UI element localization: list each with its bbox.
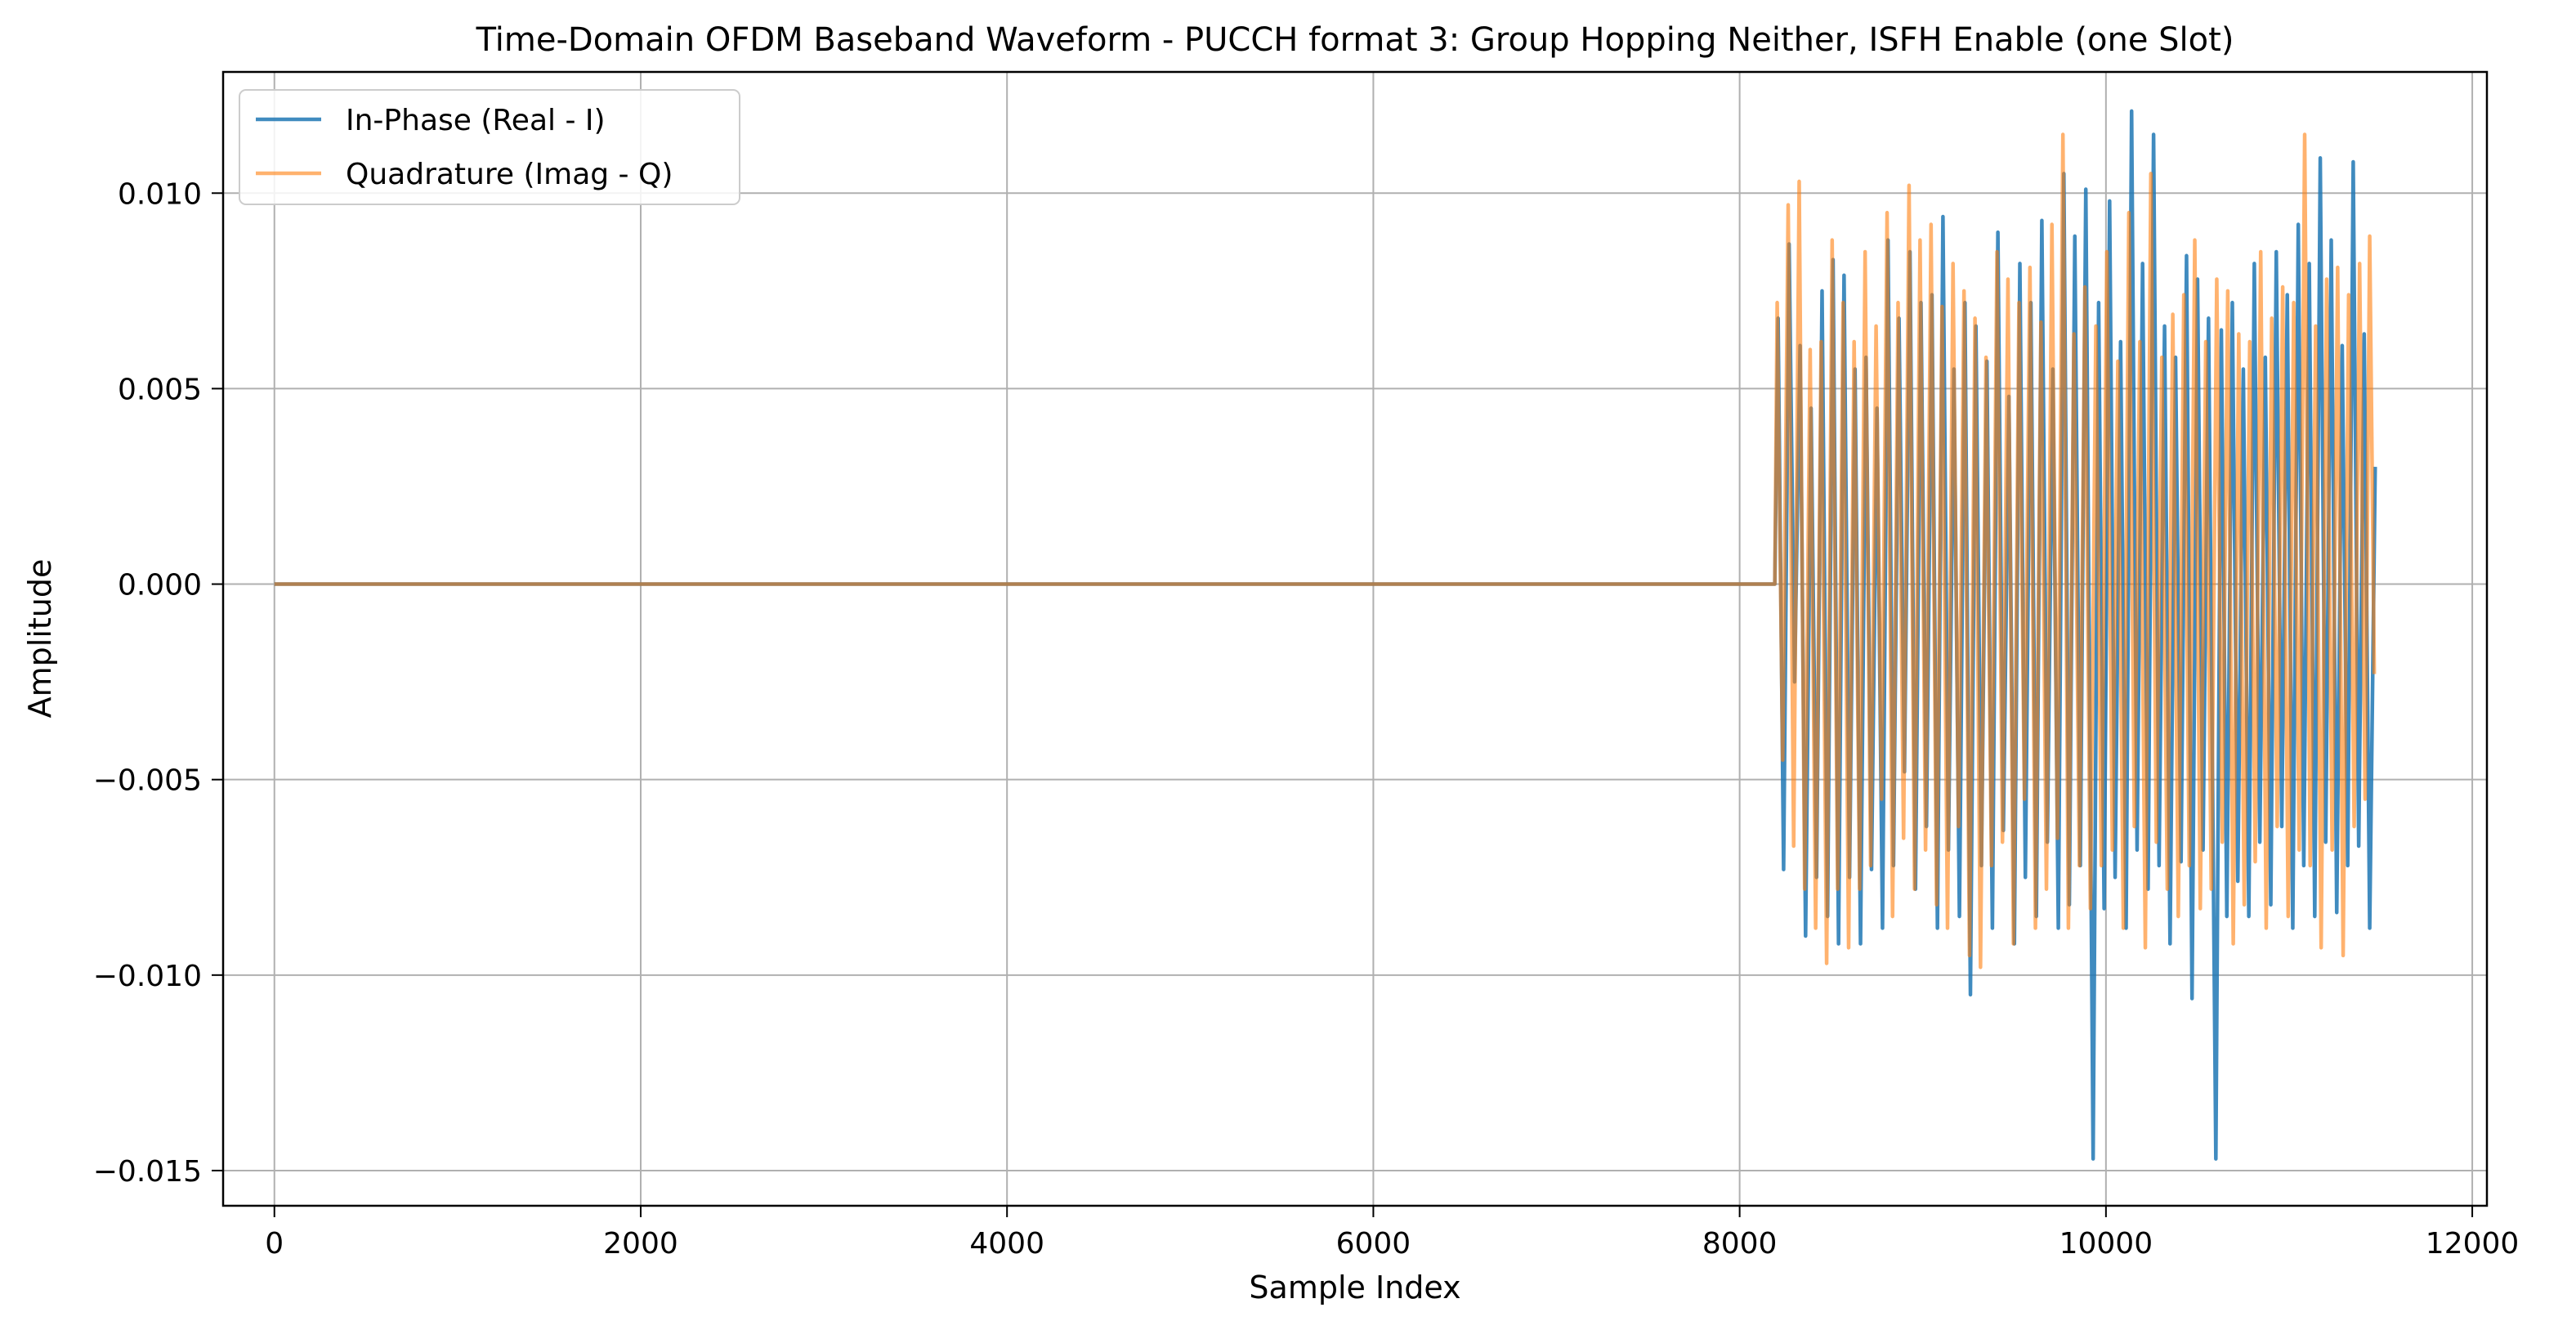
axes-frame	[221, 70, 2489, 1207]
y-tick-label: −0.010	[93, 960, 202, 993]
y-tick-label: 0.000	[118, 569, 202, 602]
y-axis: −0.015 −0.010 −0.005 0.000 0.005 0.010	[93, 177, 223, 1189]
series-layer	[274, 109, 2377, 1161]
y-tick-label: 0.005	[118, 373, 202, 406]
legend-label-quadrature: Quadrature (Imag - Q)	[346, 158, 673, 191]
legend-frame	[239, 89, 740, 205]
series-line-quadrature	[274, 132, 2377, 970]
legend: In-Phase (Real - I) Quadrature (Imag - Q…	[239, 89, 740, 205]
legend-label-in-phase: In-Phase (Real - I)	[346, 104, 606, 137]
y-tick-label: −0.015	[93, 1155, 202, 1189]
x-tick-label: 2000	[603, 1227, 678, 1261]
x-axis-label: Sample Index	[1249, 1270, 1460, 1305]
x-axis: 0 2000 4000 6000 8000 10000 12000	[265, 1206, 2519, 1261]
x-tick-label: 10000	[2059, 1227, 2153, 1261]
x-tick-label: 6000	[1336, 1227, 1411, 1261]
y-tick-label: −0.005	[93, 764, 202, 798]
y-axis-label: Amplitude	[22, 559, 58, 719]
x-tick-label: 4000	[969, 1227, 1044, 1261]
x-tick-label: 0	[265, 1227, 284, 1261]
x-tick-label: 12000	[2426, 1227, 2520, 1261]
plot-area: 0 2000 4000 6000 8000 10000 12000 −0.015 −0.010…	[93, 70, 2519, 1261]
y-tick-label: 0.010	[118, 177, 202, 211]
chart-title: Time-Domain OFDM Baseband Waveform - PUC…	[476, 21, 2234, 59]
x-tick-label: 8000	[1702, 1227, 1778, 1261]
